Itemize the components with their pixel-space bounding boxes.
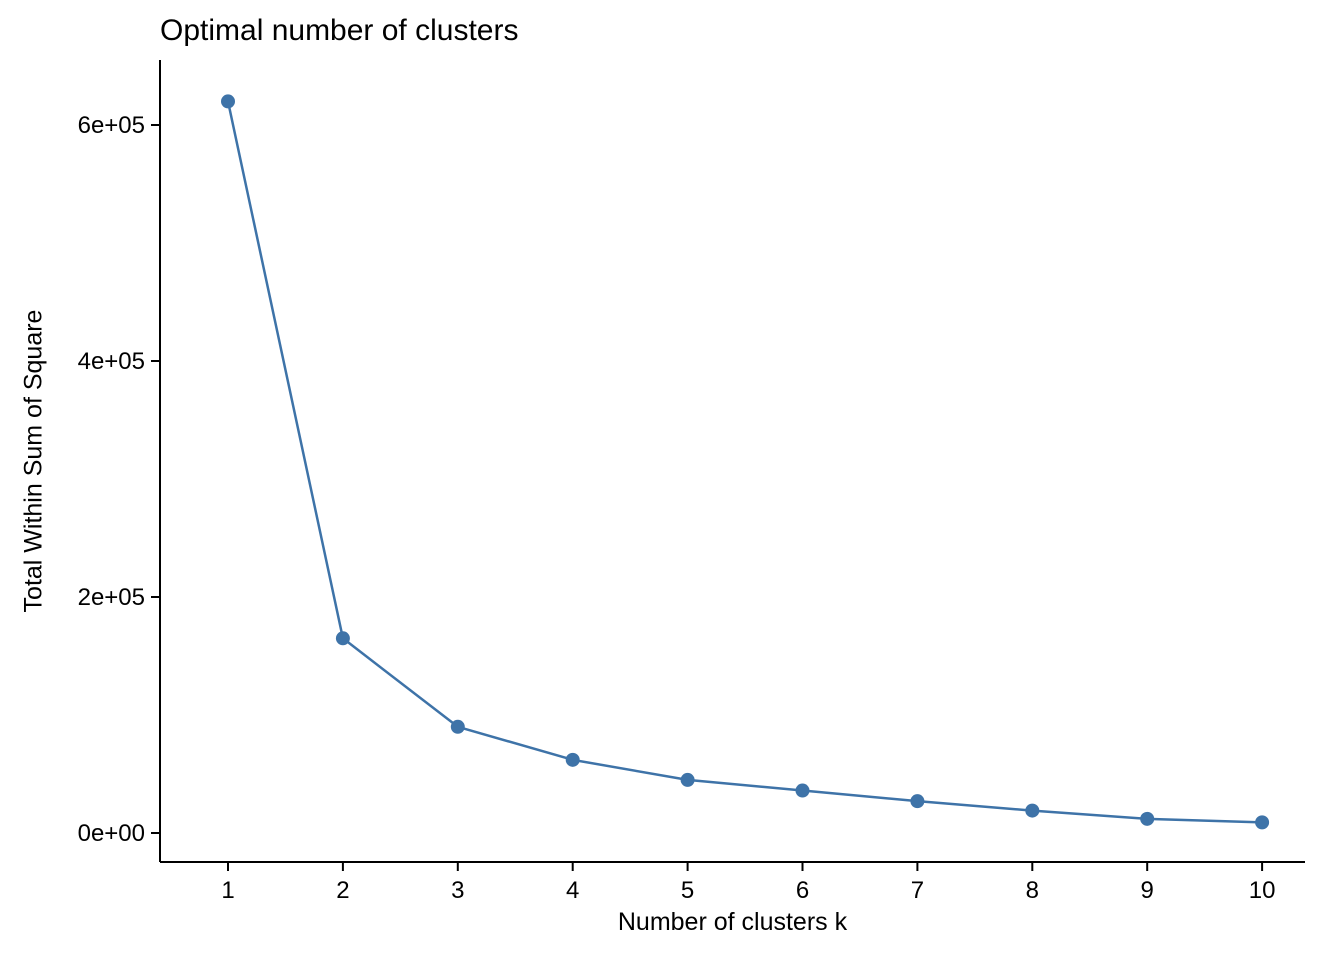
- x-tick-label: 9: [1141, 877, 1154, 904]
- data-point: [1025, 803, 1040, 818]
- x-tick-label: 10: [1249, 877, 1276, 904]
- series-line: [226, 100, 1264, 824]
- data-point: [565, 752, 580, 767]
- data-point: [910, 794, 925, 809]
- data-point: [680, 772, 695, 787]
- y-tick-label: 0e+00: [78, 820, 145, 847]
- x-tick-label: 4: [566, 877, 579, 904]
- data-point: [221, 94, 235, 109]
- data-point: [335, 631, 350, 646]
- x-tick-label: 8: [1026, 877, 1039, 904]
- data-point: [1255, 815, 1270, 830]
- data-point: [1140, 811, 1155, 826]
- x-tick-label: 7: [911, 877, 924, 904]
- data-point: [450, 719, 465, 734]
- x-tick-label: 1: [221, 877, 234, 904]
- chart-title: Optimal number of clusters: [160, 14, 519, 47]
- x-tick-label: 5: [681, 877, 694, 904]
- x-tick-label: 3: [451, 877, 464, 904]
- x-tick-label: 6: [796, 877, 809, 904]
- x-axis-label: Number of clusters k: [617, 908, 848, 936]
- data-point: [795, 783, 810, 798]
- y-tick-label: 2e+05: [78, 584, 145, 611]
- x-tick-label: 2: [336, 877, 349, 904]
- y-tick-label: 4e+05: [78, 348, 145, 375]
- y-tick-label: 6e+05: [78, 112, 145, 139]
